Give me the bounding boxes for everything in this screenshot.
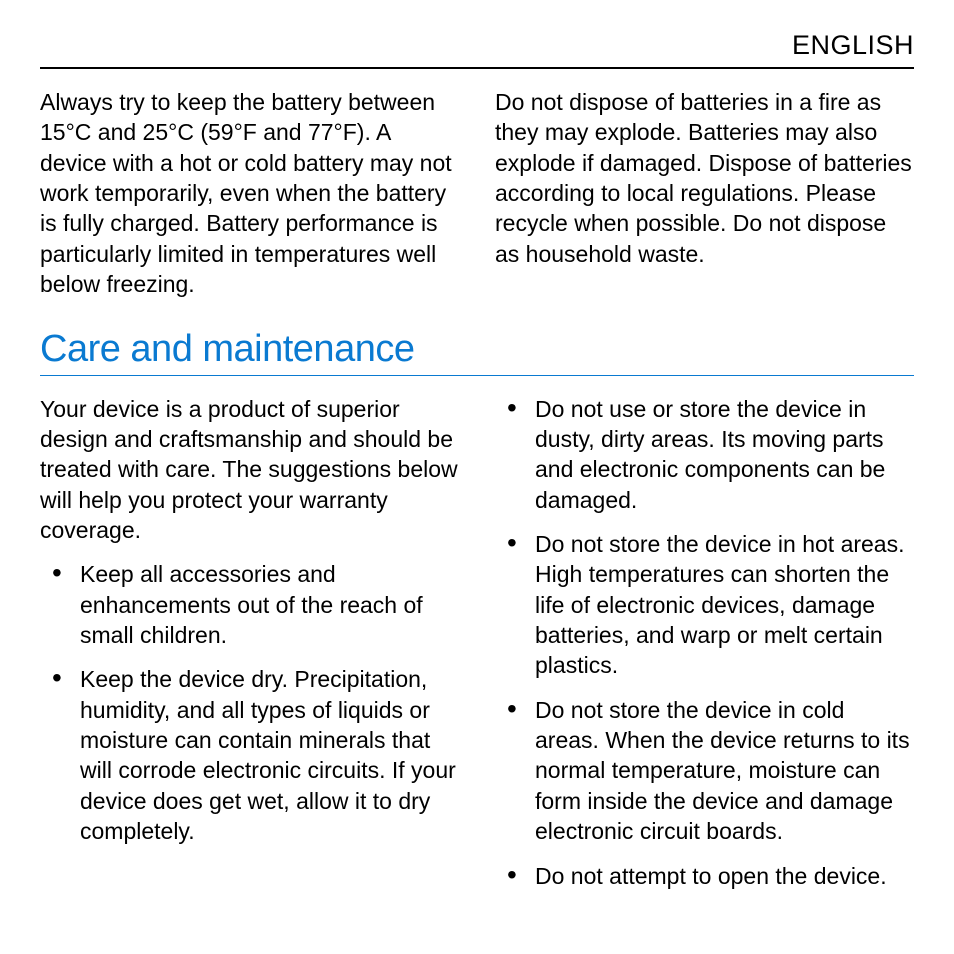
care-right-column: Do not use or store the device in dusty,…: [495, 394, 914, 905]
top-right-column: Do not dispose of batteries in a fire as…: [495, 87, 914, 300]
care-section: Your device is a product of superior des…: [40, 394, 914, 905]
top-section: Always try to keep the battery between 1…: [40, 87, 914, 300]
care-intro-paragraph: Your device is a product of superior des…: [40, 394, 459, 546]
battery-temp-paragraph: Always try to keep the battery between 1…: [40, 87, 459, 300]
care-maintenance-title: Care and maintenance: [40, 328, 914, 376]
list-item: Do not use or store the device in dusty,…: [495, 394, 914, 515]
list-item: Do not store the device in hot areas. Hi…: [495, 529, 914, 681]
list-item: Keep all accessories and enhancements ou…: [40, 559, 459, 650]
top-left-column: Always try to keep the battery between 1…: [40, 87, 459, 300]
battery-disposal-paragraph: Do not dispose of batteries in a fire as…: [495, 87, 914, 269]
care-left-column: Your device is a product of superior des…: [40, 394, 459, 905]
list-item: Do not store the device in cold areas. W…: [495, 695, 914, 847]
page-header: ENGLISH: [40, 30, 914, 69]
language-label: ENGLISH: [792, 30, 914, 60]
list-item: Do not attempt to open the device.: [495, 861, 914, 891]
care-left-bullets: Keep all accessories and enhancements ou…: [40, 559, 459, 846]
care-right-bullets: Do not use or store the device in dusty,…: [495, 394, 914, 891]
list-item: Keep the device dry. Precipitation, humi…: [40, 664, 459, 846]
